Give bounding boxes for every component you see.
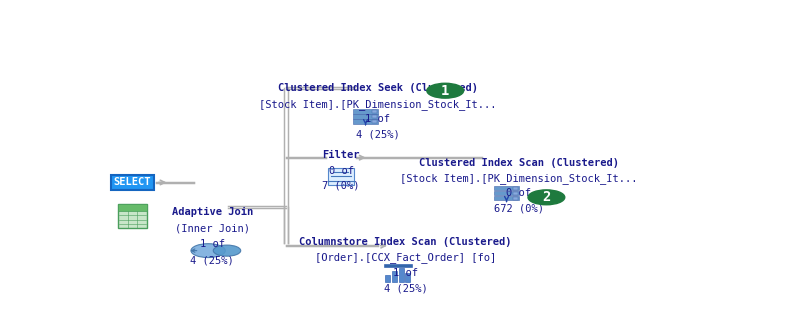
Text: 1 of: 1 of — [200, 240, 225, 250]
Text: 4 (25%): 4 (25%) — [356, 129, 399, 139]
Bar — [118, 204, 147, 228]
Bar — [354, 109, 378, 114]
Bar — [354, 114, 378, 118]
Text: 672 (0%): 672 (0%) — [494, 204, 543, 214]
Text: SELECT: SELECT — [114, 177, 151, 187]
Text: [Stock Item].[PK_Dimension_Stock_It...: [Stock Item].[PK_Dimension_Stock_It... — [259, 99, 497, 109]
Bar — [494, 196, 519, 200]
Circle shape — [191, 244, 225, 258]
Text: 1 of: 1 of — [393, 268, 418, 278]
Text: 0 of: 0 of — [506, 188, 532, 198]
Text: Adaptive Join: Adaptive Join — [172, 207, 253, 217]
Text: Filter: Filter — [322, 150, 360, 160]
Text: Clustered Index Scan (Clustered): Clustered Index Scan (Clustered) — [418, 158, 619, 168]
Bar — [372, 110, 377, 113]
Circle shape — [214, 245, 240, 256]
Bar — [328, 167, 354, 185]
Bar — [118, 204, 147, 211]
Text: 1 of: 1 of — [365, 114, 390, 124]
Text: 4 (25%): 4 (25%) — [191, 256, 234, 266]
Text: [Stock Item].[PK_Dimension_Stock_It...: [Stock Item].[PK_Dimension_Stock_It... — [400, 173, 638, 184]
Bar — [513, 197, 517, 200]
Bar — [494, 186, 519, 190]
Bar — [372, 120, 377, 123]
Circle shape — [427, 83, 464, 98]
Bar — [513, 192, 517, 195]
Text: 4 (25%): 4 (25%) — [384, 283, 427, 293]
Bar — [494, 191, 519, 195]
Text: 7 (0%): 7 (0%) — [322, 181, 360, 191]
Bar — [405, 273, 411, 282]
Text: 0 of: 0 of — [328, 166, 354, 175]
Text: 1: 1 — [441, 84, 449, 98]
Bar — [399, 268, 403, 282]
Text: Clustered Index Seek (Clustered): Clustered Index Seek (Clustered) — [278, 83, 478, 93]
Text: (Inner Join): (Inner Join) — [175, 223, 250, 233]
Circle shape — [528, 190, 565, 205]
Bar — [384, 264, 412, 267]
Bar — [372, 115, 377, 118]
Bar — [385, 275, 390, 282]
Text: 2: 2 — [542, 190, 551, 204]
Bar — [513, 187, 517, 190]
Text: Columnstore Index Scan (Clustered): Columnstore Index Scan (Clustered) — [299, 237, 512, 247]
Bar — [392, 271, 397, 282]
Text: [Order].[CCX_Fact_Order] [fo]: [Order].[CCX_Fact_Order] [fo] — [315, 252, 496, 263]
Bar — [354, 119, 378, 124]
